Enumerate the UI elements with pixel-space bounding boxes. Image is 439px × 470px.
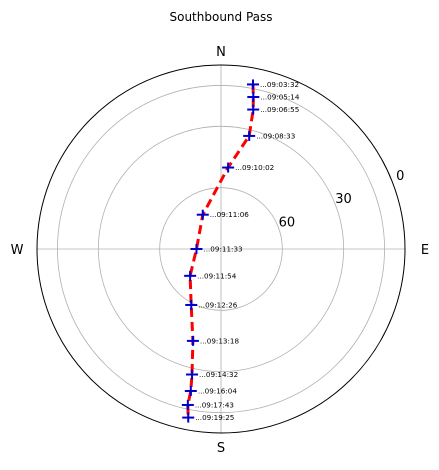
polar-grid	[36, 64, 406, 434]
time-label: ...09:11:33	[203, 245, 242, 254]
radial-grid-circle	[97, 125, 345, 373]
time-label: ...09:13:18	[200, 336, 240, 345]
time-label: ...09:11:06	[210, 210, 250, 219]
time-label: ...09:03:32	[260, 80, 299, 89]
radial-grid-circle	[159, 187, 283, 311]
pass-marker	[196, 209, 209, 220]
compass-label: N	[216, 45, 226, 60]
pass-marker	[247, 104, 260, 115]
time-label: ...09:17:43	[195, 400, 234, 409]
pass-marker	[190, 244, 203, 254]
pass-marker	[182, 412, 195, 423]
time-labels: ...09:03:32 ...09:05:14 ...09:06:55 ...09:0…	[195, 80, 300, 422]
time-label: ...09:11:54	[197, 271, 237, 280]
time-label: ...09:14:32	[199, 370, 238, 379]
radial-tick-label: 0	[396, 169, 404, 184]
radial-tick-label: 60	[279, 216, 296, 231]
time-label: ...09:05:14	[260, 93, 300, 102]
pass-marker	[222, 162, 235, 173]
polar-boundary	[36, 64, 406, 434]
polar-tick-labels: N E S W 0 30 60	[11, 45, 430, 456]
time-label: ...09:12:26	[198, 300, 238, 309]
time-label: ...09:16:04	[198, 386, 238, 395]
pass-marker	[247, 92, 260, 103]
pass-marker	[246, 79, 259, 90]
pass-marker	[186, 369, 199, 380]
time-label: ...09:10:02	[235, 163, 274, 172]
time-label: ...09:19:25	[195, 413, 234, 422]
pass-marker	[184, 270, 197, 281]
time-label: ...09:06:55	[260, 105, 299, 114]
time-label: ...09:08:33	[256, 131, 295, 140]
pass-markers	[181, 79, 260, 423]
radial-grid-circle	[57, 85, 385, 413]
radial-tick-label: 30	[335, 192, 352, 207]
compass-label: E	[421, 243, 429, 258]
compass-label: S	[217, 441, 225, 456]
pass-marker	[243, 130, 256, 141]
pass-marker	[185, 299, 198, 310]
pass-marker	[181, 399, 194, 410]
pass-marker	[184, 385, 197, 396]
pass-marker	[186, 335, 199, 346]
chart-title: Southbound Pass	[169, 10, 272, 24]
compass-label: W	[11, 243, 24, 258]
